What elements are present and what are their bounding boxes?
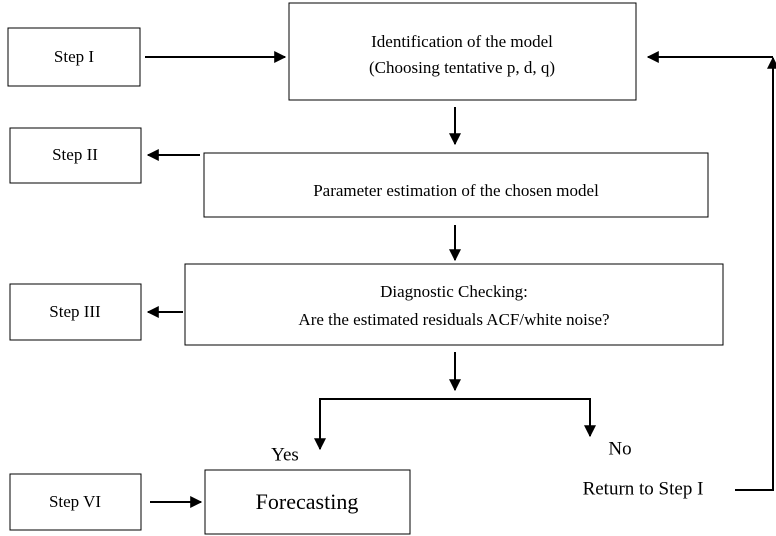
branch-label: Return to Step I [583,478,704,499]
branch-label: Yes [271,444,299,465]
step-label: Step VI [49,492,101,511]
process-box [288,2,637,101]
step-box [9,283,142,341]
node-text: Identification of the model [371,32,553,51]
step-label: Step I [54,47,94,66]
node-text: Diagnostic Checking: [380,282,528,301]
process-box [184,263,724,346]
step-box [9,127,142,184]
process-box [204,469,411,535]
return-line [735,66,774,491]
step-label: Step III [49,302,101,321]
step-box [9,473,142,531]
node-text: Are the estimated residuals ACF/white no… [298,310,609,329]
node-text: (Choosing tentative p, d, q) [369,58,555,77]
node-text: Forecasting [256,489,359,514]
step-box [7,27,141,87]
branch-line [319,398,591,448]
process-box [203,152,709,218]
branch-label: No [608,438,631,459]
step-label: Step II [52,145,98,164]
node-text: Parameter estimation of the chosen model [313,181,599,200]
